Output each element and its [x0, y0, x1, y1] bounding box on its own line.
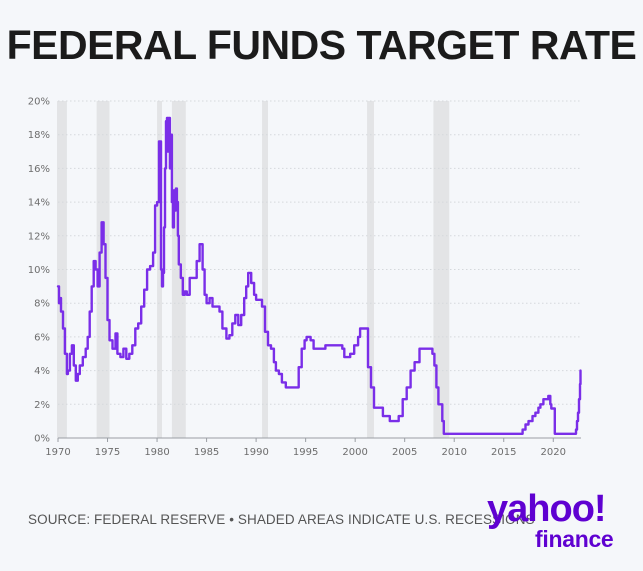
- x-tick-label: 1985: [194, 447, 219, 458]
- source-note: SOURCE: FEDERAL RESERVE • SHADED AREAS I…: [28, 512, 535, 527]
- x-tick-label: 2020: [541, 447, 566, 458]
- recession-band: [433, 101, 450, 438]
- gridlines: [58, 100, 581, 439]
- x-axis: 1970 1975 1980 1985 1990 1995 2000 2005 2010 2015…: [45, 437, 581, 458]
- x-tick-label: 1975: [95, 447, 120, 458]
- series-layer: [56, 116, 582, 435]
- series-line: [56, 116, 582, 435]
- y-tick-label: 16%: [28, 164, 50, 175]
- recession-band: [262, 101, 268, 438]
- x-tick-label: 1995: [293, 447, 318, 458]
- y-tick-label: 12%: [28, 231, 50, 242]
- x-tick-label: 1990: [243, 447, 268, 458]
- chart-title: FEDERAL FUNDS TARGET RATE: [6, 22, 637, 68]
- logo-subtitle: finance: [535, 526, 614, 552]
- recession-band: [57, 101, 67, 438]
- y-axis: 0% 2% 4% 6% 8% 10% 12% 14% 16% 18% 20%: [28, 97, 50, 445]
- x-tick-label: 2010: [441, 447, 466, 458]
- y-tick-label: 0%: [34, 434, 50, 445]
- recession-band: [157, 101, 163, 438]
- y-tick-label: 18%: [28, 130, 50, 141]
- x-tick-label: 1980: [144, 447, 169, 458]
- y-tick-label: 14%: [28, 198, 50, 209]
- y-tick-label: 20%: [28, 97, 50, 108]
- y-tick-label: 2%: [34, 400, 50, 411]
- y-tick-label: 4%: [34, 366, 50, 377]
- x-tick-label: 2005: [392, 447, 417, 458]
- logo-wordmark: yahoo!: [487, 488, 607, 530]
- x-tick-label: 1970: [45, 447, 70, 458]
- x-tick-label: 2000: [342, 447, 367, 458]
- y-tick-label: 10%: [28, 265, 50, 276]
- y-tick-label: 8%: [34, 299, 50, 310]
- yahoo-finance-logo: yahoo! finance: [487, 488, 627, 552]
- x-tick-label: 2015: [491, 447, 516, 458]
- y-tick-label: 6%: [34, 332, 50, 343]
